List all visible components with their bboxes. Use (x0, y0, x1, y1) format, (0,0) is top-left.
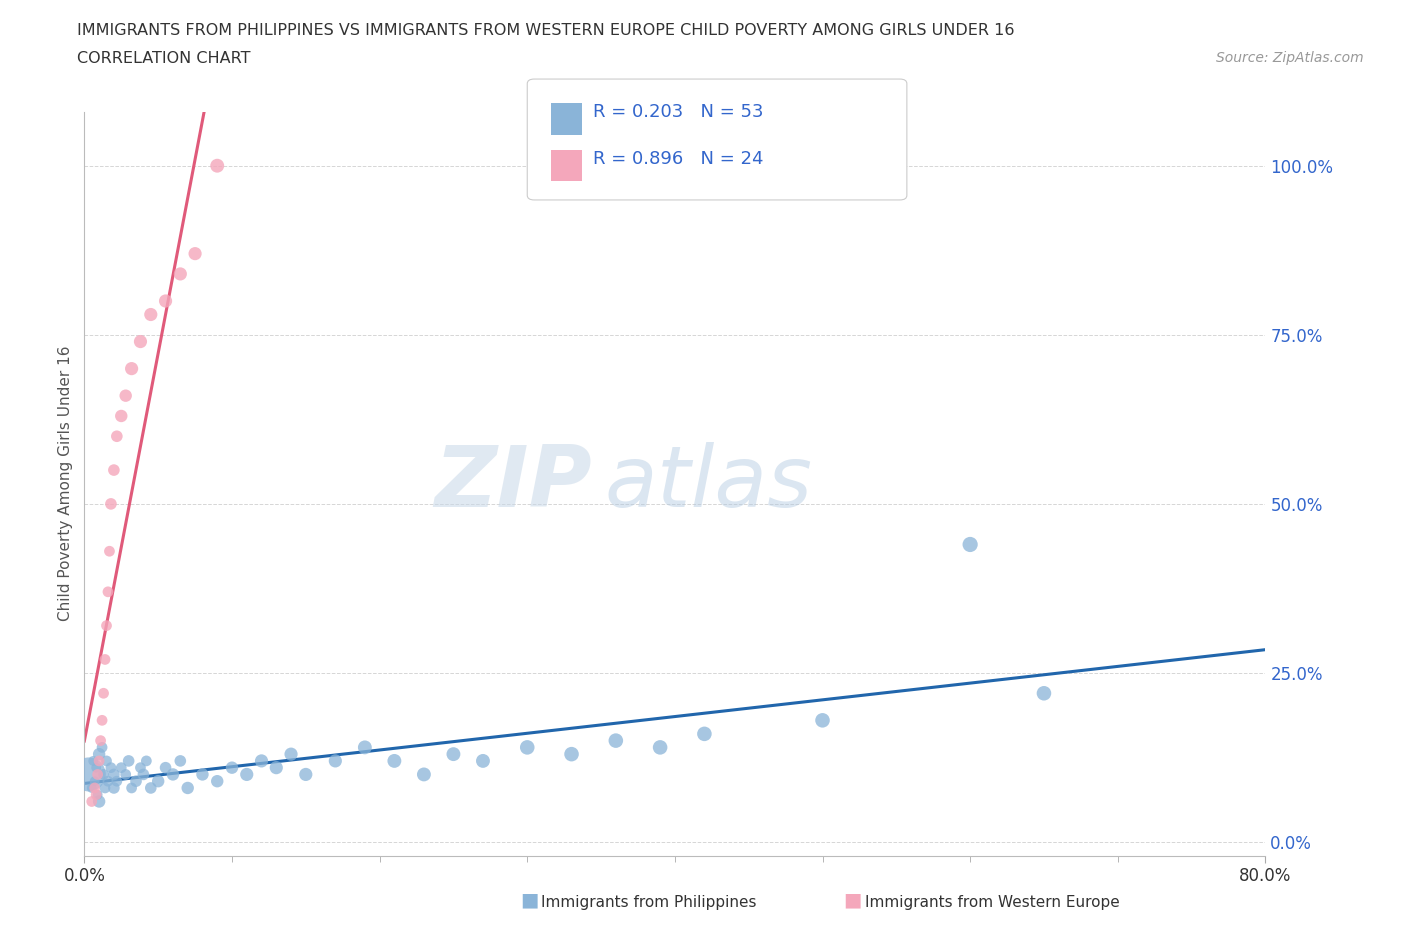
Point (413, 767, 436, 782)
Point (83, 780, 105, 795)
Point (139, 307, 162, 322)
Text: R = 0.203   N = 53: R = 0.203 N = 53 (593, 103, 763, 121)
Text: R = 0.896   N = 24: R = 0.896 N = 24 (593, 150, 763, 167)
Point (80, 794, 103, 809)
Text: Source: ZipAtlas.com: Source: ZipAtlas.com (1216, 51, 1364, 65)
Point (129, 760, 152, 775)
Point (472, 753, 495, 768)
Point (97, 584, 120, 599)
Point (87, 753, 111, 768)
Text: CORRELATION CHART: CORRELATION CHART (77, 51, 250, 66)
Point (77, 767, 100, 782)
Point (325, 753, 347, 768)
Point (110, 760, 132, 775)
Point (811, 713, 834, 728)
Y-axis label: Child Poverty Among Girls Under 16: Child Poverty Among Girls Under 16 (58, 346, 73, 621)
Point (80, 780, 103, 795)
Point (125, 774, 148, 789)
Point (114, 388, 136, 403)
Point (250, 753, 273, 768)
Point (94, 652, 117, 667)
Point (139, 780, 162, 795)
Point (100, 497, 122, 512)
Point (86, 767, 108, 782)
Point (184, 246, 207, 261)
Point (96, 753, 118, 768)
Point (82, 753, 104, 768)
Point (91, 713, 114, 728)
Point (132, 767, 155, 782)
Point (93, 685, 115, 700)
Point (103, 780, 125, 795)
Point (94, 780, 117, 795)
Point (121, 780, 143, 795)
Point (605, 733, 627, 748)
Point (266, 760, 288, 775)
Point (191, 767, 214, 782)
Point (98, 544, 121, 559)
Point (650, 740, 672, 755)
Text: ZIP: ZIP (434, 442, 592, 525)
Point (118, 753, 141, 768)
Point (295, 767, 318, 782)
Point (236, 767, 259, 782)
Point (100, 760, 122, 775)
Point (959, 537, 981, 551)
Text: atlas: atlas (605, 442, 813, 525)
Text: IMMIGRANTS FROM PHILIPPINES VS IMMIGRANTS FROM WESTERN EUROPE CHILD POVERTY AMON: IMMIGRANTS FROM PHILIPPINES VS IMMIGRANT… (77, 23, 1015, 38)
Point (155, 760, 177, 775)
Point (177, 780, 200, 795)
Point (96, 618, 118, 633)
Point (1033, 685, 1056, 700)
Point (103, 767, 125, 782)
Point (86, 788, 108, 803)
Point (280, 747, 302, 762)
Point (103, 462, 125, 477)
Point (87, 794, 111, 809)
Point (84, 788, 107, 803)
Text: ■: ■ (844, 891, 862, 910)
Point (105, 429, 128, 444)
Point (97, 774, 120, 789)
Text: ■: ■ (520, 891, 538, 910)
Point (87, 747, 111, 762)
Point (207, 158, 229, 173)
Text: Immigrants from Western Europe: Immigrants from Western Europe (865, 895, 1119, 910)
Point (91, 740, 114, 755)
Point (169, 753, 191, 768)
Point (169, 267, 191, 282)
Point (93, 767, 115, 782)
Point (693, 726, 716, 741)
Point (105, 774, 128, 789)
Point (155, 294, 177, 309)
Point (121, 361, 143, 376)
Point (84, 760, 107, 775)
Point (129, 334, 152, 349)
Point (221, 760, 243, 775)
Point (83, 774, 105, 789)
Point (516, 740, 538, 755)
Point (162, 767, 184, 782)
Point (443, 747, 465, 762)
Text: Immigrants from Philippines: Immigrants from Philippines (541, 895, 756, 910)
Point (561, 747, 583, 762)
Point (207, 774, 229, 789)
Point (90, 733, 112, 748)
Point (382, 753, 406, 768)
Point (148, 774, 170, 789)
Point (354, 740, 377, 755)
Point (135, 753, 157, 768)
Point (110, 408, 132, 423)
Point (114, 767, 136, 782)
